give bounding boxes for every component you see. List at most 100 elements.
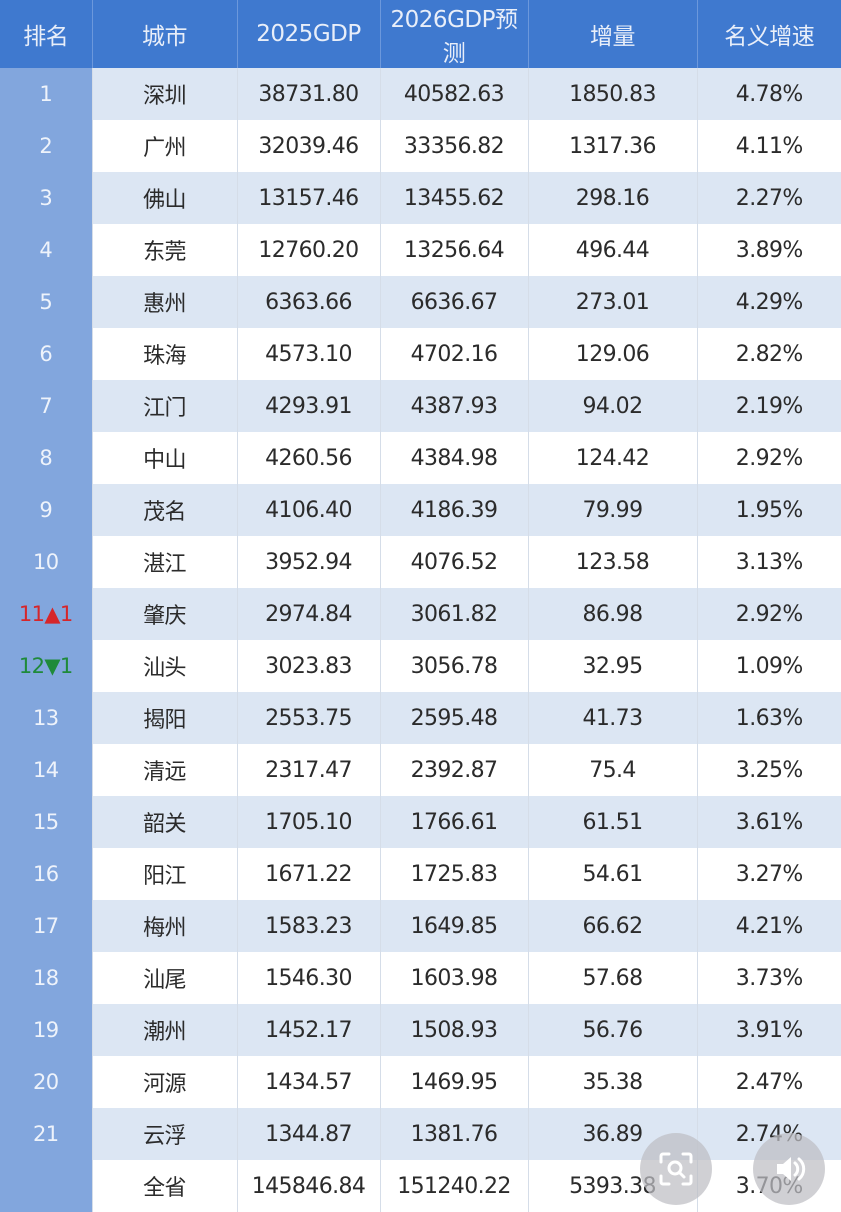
increase-cell: 61.51	[527, 796, 697, 848]
rank-cell: 1	[0, 68, 92, 120]
rank-number: 15	[32, 810, 59, 834]
table-row: 19 潮州 1452.17 1508.93 56.76 3.91%	[0, 1004, 841, 1056]
increase-cell: 94.02	[527, 380, 697, 432]
city-cell: 汕头	[91, 640, 237, 692]
city-cell: 东莞	[91, 224, 237, 276]
increase-cell: 57.68	[527, 952, 697, 1004]
city-cell: 揭阳	[91, 692, 237, 744]
gdp2026-cell: 13256.64	[379, 224, 528, 276]
gdp2025-cell: 1434.57	[236, 1056, 380, 1108]
city-cell: 深圳	[91, 68, 237, 120]
gdp2025-cell: 4293.91	[236, 380, 380, 432]
gdp2025-cell: 1546.30	[236, 952, 380, 1004]
table-row: 10 湛江 3952.94 4076.52 123.58 3.13%	[0, 536, 841, 588]
gdp2026-cell: 33356.82	[379, 120, 528, 172]
city-cell: 肇庆	[91, 588, 237, 640]
gdp2026-cell: 40582.63	[379, 68, 528, 120]
growth-cell: 3.27%	[696, 848, 841, 900]
table-row: 16 阳江 1671.22 1725.83 54.61 3.27%	[0, 848, 841, 900]
rank-number: 13	[32, 706, 59, 730]
gdp2026-cell: 2595.48	[379, 692, 528, 744]
gdp2026-cell: 1766.61	[379, 796, 528, 848]
table-header-row: 排名 城市 2025GDP 2026GDP预测 增量 名义增速	[0, 0, 841, 68]
rank-cell: 15	[0, 796, 92, 848]
growth-cell: 4.29%	[696, 276, 841, 328]
rank-number: 19	[32, 1018, 59, 1042]
rank-number: 1	[39, 82, 53, 106]
gdp2025-cell: 1671.22	[236, 848, 380, 900]
city-cell: 江门	[91, 380, 237, 432]
growth-cell: 2.92%	[696, 588, 841, 640]
increase-cell: 496.44	[527, 224, 697, 276]
growth-cell: 3.61%	[696, 796, 841, 848]
gdp2025-cell: 13157.46	[236, 172, 380, 224]
gdp2026-cell: 1725.83	[379, 848, 528, 900]
rank-cell: 12▼1	[0, 640, 92, 692]
growth-cell: 2.92%	[696, 432, 841, 484]
growth-cell: 4.78%	[696, 68, 841, 120]
rank-number: 4	[39, 238, 53, 262]
rank-number: 20	[32, 1070, 59, 1094]
header-increase: 增量	[527, 0, 697, 68]
gdp2025-cell: 4106.40	[236, 484, 380, 536]
city-cell: 茂名	[91, 484, 237, 536]
gdp2026-cell: 1469.95	[379, 1056, 528, 1108]
rank-number: 8	[39, 446, 53, 470]
table-row: 2 广州 32039.46 33356.82 1317.36 4.11%	[0, 120, 841, 172]
rank-number: 11	[18, 602, 45, 626]
gdp2025-cell: 1583.23	[236, 900, 380, 952]
table-row: 17 梅州 1583.23 1649.85 66.62 4.21%	[0, 900, 841, 952]
growth-cell: 1.95%	[696, 484, 841, 536]
table-row: 1 深圳 38731.80 40582.63 1850.83 4.78%	[0, 68, 841, 120]
table-row: 21 云浮 1344.87 1381.76 36.89 2.74%	[0, 1108, 841, 1160]
gdp2025-cell: 4573.10	[236, 328, 380, 380]
increase-cell: 79.99	[527, 484, 697, 536]
table-row: 9 茂名 4106.40 4186.39 79.99 1.95%	[0, 484, 841, 536]
image-search-button[interactable]	[640, 1133, 712, 1205]
rank-number: 14	[32, 758, 59, 782]
rank-down-badge: ▼1	[44, 654, 73, 678]
rank-cell: 14	[0, 744, 92, 796]
increase-cell: 75.4	[527, 744, 697, 796]
growth-cell: 4.21%	[696, 900, 841, 952]
growth-cell: 2.47%	[696, 1056, 841, 1108]
rank-up-badge: ▲1	[44, 602, 73, 626]
increase-cell: 1317.36	[527, 120, 697, 172]
gdp2025-cell: 1344.87	[236, 1108, 380, 1160]
growth-cell: 3.91%	[696, 1004, 841, 1056]
increase-cell: 124.42	[527, 432, 697, 484]
gdp2026-cell: 4076.52	[379, 536, 528, 588]
gdp2026-cell: 6636.67	[379, 276, 528, 328]
rank-cell: 16	[0, 848, 92, 900]
gdp2026-cell: 1381.76	[379, 1108, 528, 1160]
increase-cell: 298.16	[527, 172, 697, 224]
rank-cell: 3	[0, 172, 92, 224]
city-cell: 珠海	[91, 328, 237, 380]
increase-cell: 129.06	[527, 328, 697, 380]
growth-cell: 2.27%	[696, 172, 841, 224]
city-cell: 云浮	[91, 1108, 237, 1160]
increase-cell: 86.98	[527, 588, 697, 640]
rank-cell: 7	[0, 380, 92, 432]
table-row: 7 江门 4293.91 4387.93 94.02 2.19%	[0, 380, 841, 432]
gdp2026-cell: 1649.85	[379, 900, 528, 952]
gdp2025-cell: 4260.56	[236, 432, 380, 484]
increase-cell: 35.38	[527, 1056, 697, 1108]
read-aloud-button[interactable]	[753, 1133, 825, 1205]
growth-cell: 1.63%	[696, 692, 841, 744]
rank-number: 2	[39, 134, 53, 158]
table-row: 12▼1 汕头 3023.83 3056.78 32.95 1.09%	[0, 640, 841, 692]
rank-number: 17	[32, 914, 59, 938]
rank-cell: 4	[0, 224, 92, 276]
city-cell: 河源	[91, 1056, 237, 1108]
rank-number: 7	[39, 394, 53, 418]
gdp2026-cell: 4186.39	[379, 484, 528, 536]
table-row: 3 佛山 13157.46 13455.62 298.16 2.27%	[0, 172, 841, 224]
increase-cell: 66.62	[527, 900, 697, 952]
increase-cell: 54.61	[527, 848, 697, 900]
rank-number: 6	[39, 342, 53, 366]
city-cell: 湛江	[91, 536, 237, 588]
gdp2025-cell: 2553.75	[236, 692, 380, 744]
